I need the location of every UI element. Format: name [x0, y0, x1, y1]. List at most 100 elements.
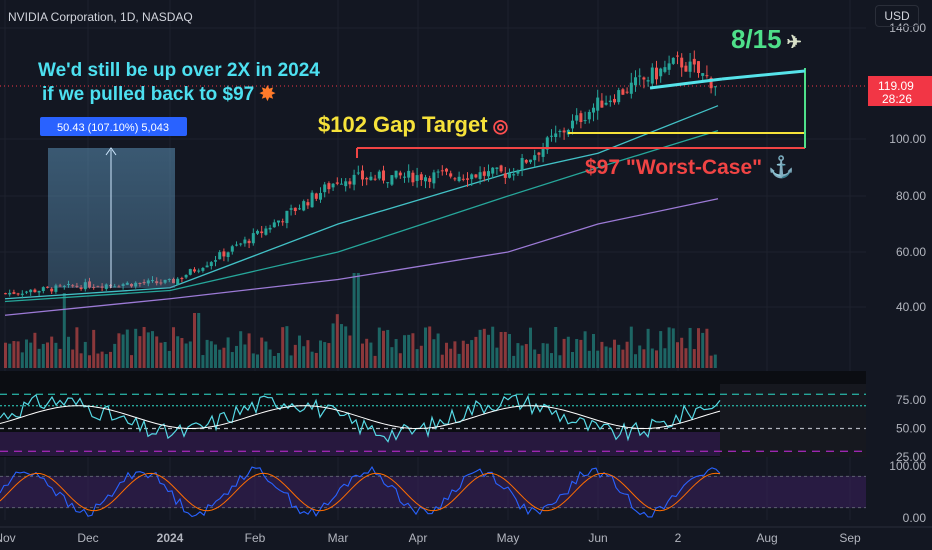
- candle: [688, 61, 692, 72]
- volume-bar: [41, 343, 45, 368]
- volume-bar: [176, 336, 180, 368]
- volume-bar: [16, 341, 20, 368]
- time-tick-label: May: [497, 531, 520, 545]
- candle: [680, 57, 684, 68]
- volume-bar: [310, 351, 314, 368]
- moving-average-line: [4, 198, 719, 316]
- candle: [218, 252, 222, 260]
- candle: [50, 288, 54, 292]
- volume-bar: [474, 336, 478, 368]
- volume-bar: [71, 349, 75, 368]
- volume-bar: [411, 333, 415, 368]
- volume-bar: [403, 335, 406, 368]
- volume-bar: [138, 336, 142, 368]
- volume-bar: [121, 334, 125, 368]
- rsi-panel: 75.00 50.00 25.00: [0, 371, 926, 464]
- candle: [709, 77, 713, 89]
- candle: [16, 293, 20, 295]
- rsi-signal-line: [0, 405, 721, 429]
- candle: [180, 278, 184, 280]
- volume-bar: [415, 349, 419, 368]
- volume-bar: [306, 340, 310, 368]
- candle: [8, 292, 12, 295]
- candle: [541, 147, 545, 157]
- candle: [382, 170, 385, 181]
- volume-bar: [550, 353, 553, 368]
- rsi-line: [0, 393, 721, 443]
- volume-bar: [151, 331, 154, 368]
- candle: [247, 240, 251, 244]
- volume-bar: [671, 328, 675, 368]
- candle: [205, 265, 209, 268]
- volume-bar: [256, 354, 259, 368]
- candle: [625, 91, 629, 93]
- volume-bar: [67, 336, 70, 368]
- candle: [650, 67, 654, 84]
- candle: [4, 293, 7, 295]
- candle: [302, 201, 306, 211]
- volume-bar: [79, 353, 83, 368]
- candle: [41, 287, 45, 292]
- volume-bar: [113, 343, 117, 368]
- volume-bar: [188, 341, 192, 368]
- candle: [197, 270, 201, 272]
- volume-bar: [264, 341, 268, 368]
- candle: [176, 278, 180, 285]
- volume-bar: [96, 353, 100, 368]
- volume-bar: [12, 341, 16, 368]
- volume-bar: [100, 351, 104, 368]
- volume-bar: [583, 331, 587, 368]
- candle: [579, 113, 583, 123]
- candle: [499, 165, 503, 172]
- volume-bar: [302, 346, 306, 368]
- volume-bar: [491, 326, 495, 368]
- volume-bar: [466, 343, 469, 368]
- candle: [344, 181, 348, 187]
- volume-bar: [596, 350, 600, 368]
- volume-bar: [289, 355, 293, 368]
- volume-bar: [495, 347, 499, 368]
- currency-button[interactable]: USD: [875, 5, 919, 27]
- volume-bar: [142, 326, 146, 368]
- volume-bar: [75, 327, 79, 368]
- volume-bar: [92, 329, 96, 368]
- candle: [558, 130, 562, 132]
- measure-arrowhead: [105, 147, 117, 156]
- price-badge: [868, 76, 932, 106]
- candle: [394, 170, 398, 178]
- volume-bar: [482, 328, 486, 368]
- volume-bar: [642, 349, 646, 368]
- volume-bar: [373, 355, 377, 368]
- volume-bar: [298, 335, 301, 368]
- level-lines: [356, 68, 806, 158]
- candle: [243, 239, 247, 244]
- volume-bar: [146, 332, 150, 368]
- candle: [277, 220, 280, 223]
- candle: [503, 173, 507, 178]
- volume-bar: [37, 348, 41, 368]
- volume-bar: [516, 343, 520, 368]
- stoch-tick-label: 0.00: [903, 511, 927, 525]
- volume-bar: [407, 334, 411, 368]
- volume-bar: [369, 342, 373, 368]
- volume-bar: [604, 346, 608, 368]
- worst-case-label: $97 "Worst-Case" ⚓: [585, 156, 795, 179]
- candle: [554, 133, 558, 138]
- volume-bar: [684, 348, 688, 368]
- volume-bar: [428, 326, 432, 368]
- volume-bar: [621, 349, 625, 368]
- volume-bar: [449, 348, 453, 368]
- volume-bar: [260, 337, 264, 368]
- candle: [617, 90, 621, 103]
- candle: [440, 170, 444, 172]
- volume-bar: [285, 326, 289, 368]
- candle: [676, 55, 679, 57]
- volume-bar: [50, 336, 54, 368]
- candle: [298, 208, 301, 210]
- candle: [604, 102, 608, 105]
- volume-bar: [268, 349, 272, 368]
- candle: [268, 227, 272, 230]
- volume-bar: [478, 329, 482, 368]
- date-target-label: 8/15 ✈: [731, 24, 802, 54]
